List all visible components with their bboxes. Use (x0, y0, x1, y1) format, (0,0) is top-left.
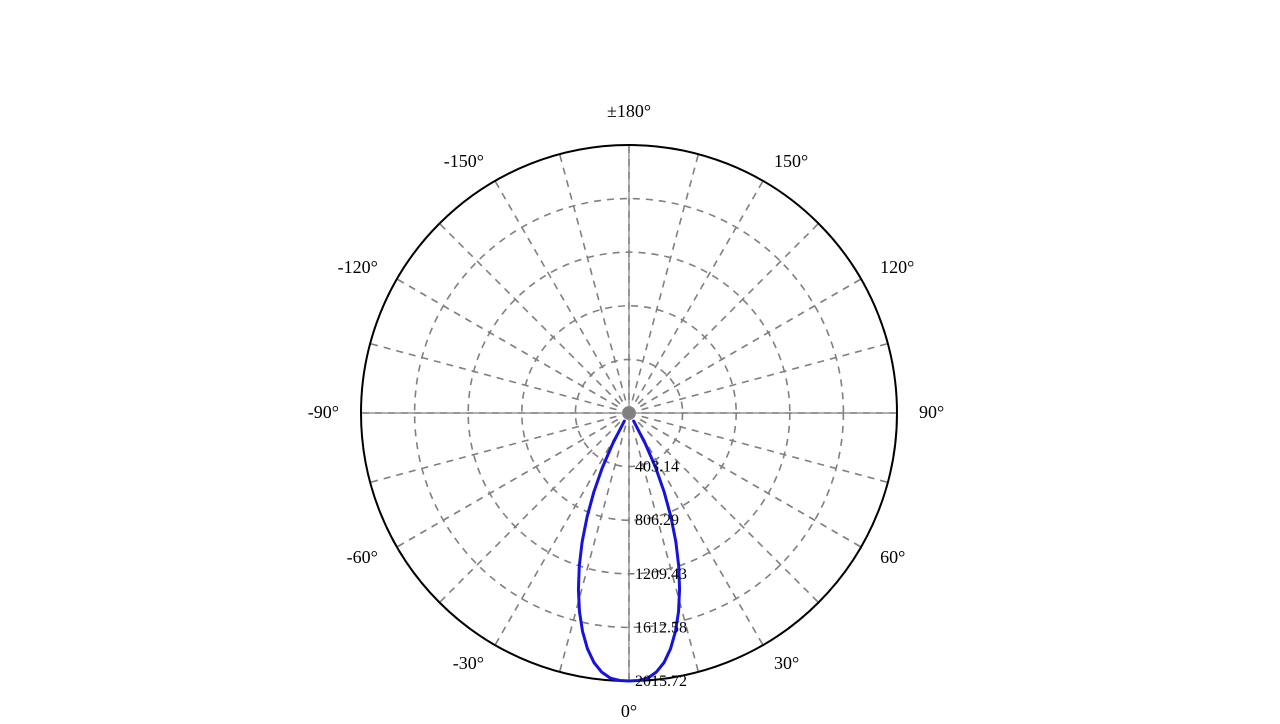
angle-tick-label: -150° (444, 151, 484, 171)
angle-tick-label: 60° (880, 547, 905, 567)
angle-tick-label: -90° (308, 402, 339, 422)
radial-tick-label: 806.29 (635, 512, 679, 529)
angle-tick-label: -60° (347, 547, 378, 567)
angle-tick-label: 150° (774, 151, 808, 171)
radial-tick-label: 2015.72 (635, 673, 687, 690)
radial-tick-label: 1209.43 (635, 566, 687, 583)
angle-tick-label: 0° (621, 701, 637, 721)
angle-tick-label: -120° (338, 257, 378, 277)
angle-tick-label: -30° (453, 653, 484, 673)
angle-tick-label: 30° (774, 653, 799, 673)
radial-tick-label: 403.14 (635, 459, 679, 476)
angle-tick-label: 120° (880, 257, 914, 277)
angle-tick-label: ±180° (607, 101, 651, 121)
angle-tick-label: 90° (919, 402, 944, 422)
polar-grid (361, 145, 897, 681)
radial-tick-label: 1612.58 (635, 619, 687, 636)
polar-chart: 403.14 806.29 1209.43 1612.58 2015.72 ±180° -1… (0, 0, 1280, 724)
